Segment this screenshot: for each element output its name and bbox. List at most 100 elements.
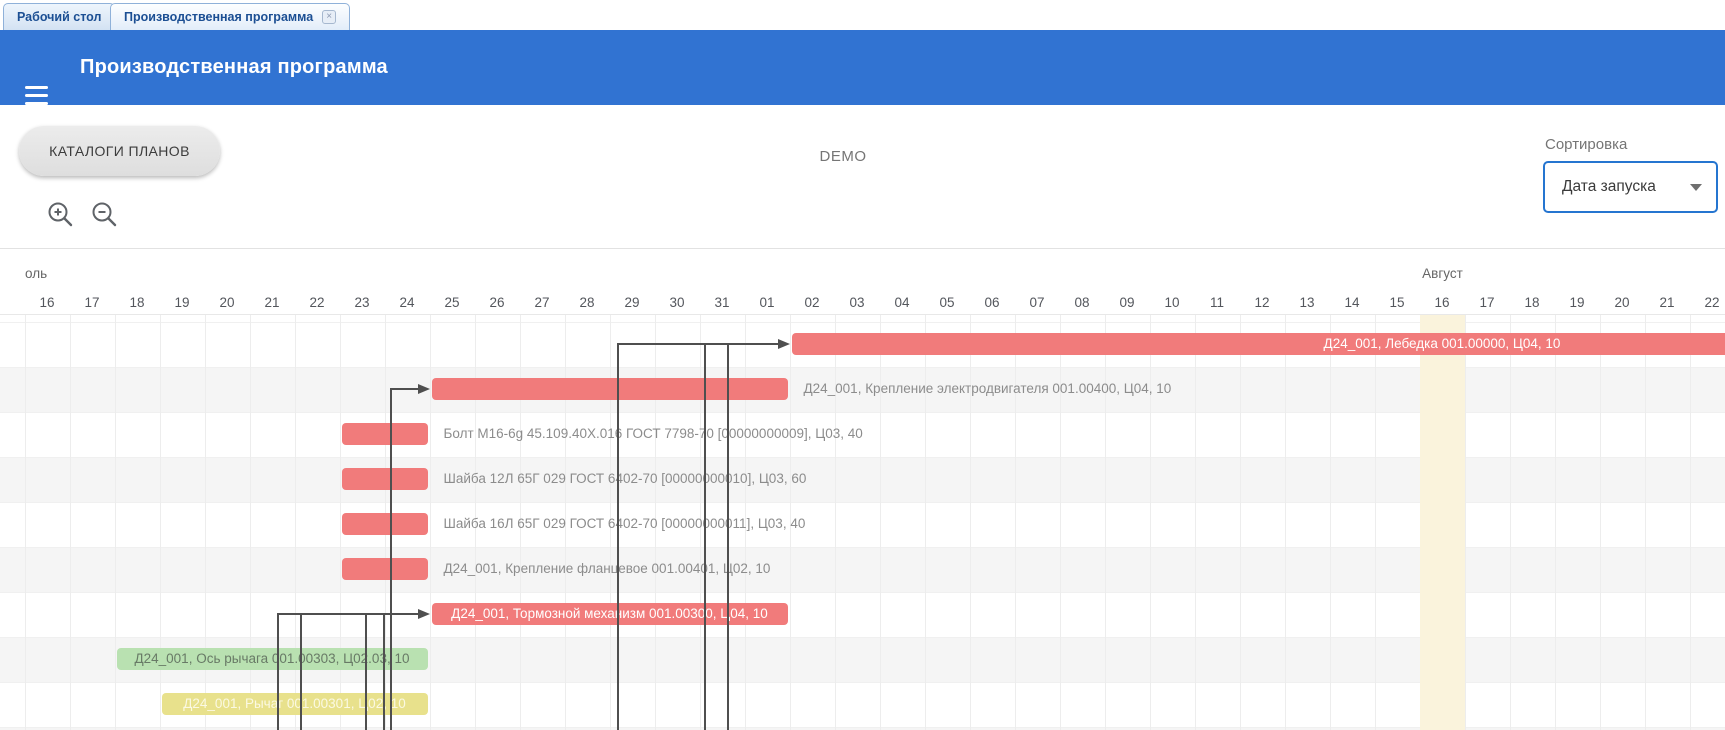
day-tick-label: 31 [714, 295, 730, 310]
tab-production-program[interactable]: Производственная программа × [110, 3, 351, 30]
day-gridline [879, 315, 881, 730]
gantt-bar[interactable]: Д24_001, Ось рычага 001.00303, Ц02.03, 1… [116, 648, 428, 670]
menu-icon[interactable] [25, 86, 48, 105]
sort-select[interactable]: Дата запуска [1543, 161, 1718, 213]
gantt-bar[interactable] [431, 378, 788, 400]
day-gridline [69, 315, 71, 730]
gantt-bar-label: Болт М16-6g 45.109.40Х.016 ГОСТ 7798-70 … [443, 426, 863, 441]
day-tick-label: 28 [579, 295, 595, 310]
toolbar-divider [0, 248, 1725, 249]
day-gridline [834, 315, 836, 730]
day-gridline [519, 315, 521, 730]
plan-catalogs-button[interactable]: КАТАЛОГИ ПЛАНОВ [19, 126, 220, 176]
day-tick-label: 19 [1569, 295, 1585, 310]
day-tick-label: 07 [1029, 295, 1045, 310]
day-gridline [1509, 315, 1511, 730]
day-gridline [1194, 315, 1196, 730]
day-tick-label: 03 [849, 295, 865, 310]
day-tick-label: 21 [1659, 295, 1675, 310]
day-gridline [744, 315, 746, 730]
gantt-bar[interactable]: Д24_001, Рычаг 001.00301, Ц02, 10 [161, 693, 428, 715]
day-tick-label: 01 [759, 295, 775, 310]
day-gridline [1104, 315, 1106, 730]
day-tick-label: 25 [444, 295, 460, 310]
gantt-bar[interactable] [341, 513, 428, 535]
gantt-row [0, 592, 1725, 637]
day-tick-label: 11 [1209, 295, 1224, 310]
chevron-down-icon [1690, 183, 1702, 191]
dependency-line-vertical [617, 343, 619, 730]
zoom-in-icon[interactable] [46, 200, 76, 230]
day-gridline [1644, 315, 1646, 730]
dependency-arrowhead [418, 384, 430, 394]
day-gridline [1329, 315, 1331, 730]
gantt-row [0, 502, 1725, 547]
tab-desktop-label: Рабочий стол [17, 10, 102, 24]
tab-desktop[interactable]: Рабочий стол [3, 3, 116, 30]
day-gridline [1149, 315, 1151, 730]
dependency-line-horizontal [277, 613, 418, 615]
tab-close-icon[interactable]: × [322, 10, 337, 24]
dependency-line-vertical [365, 613, 367, 730]
day-gridline [1599, 315, 1601, 730]
day-gridline [1689, 315, 1691, 730]
gantt-bar[interactable] [341, 558, 428, 580]
app-header: Производственная программа [0, 30, 1725, 105]
day-gridline [1059, 315, 1061, 730]
day-gridline [204, 315, 206, 730]
day-tick-label: 13 [1299, 295, 1315, 310]
day-tick-label: 10 [1164, 295, 1180, 310]
day-gridline [1239, 315, 1241, 730]
day-gridline [429, 315, 431, 730]
gantt-bar-label: Д24_001, Крепление фланцевое 001.00401, … [443, 561, 771, 576]
dependency-line-horizontal [617, 343, 778, 345]
timeline-divider [0, 314, 1725, 315]
day-tick-label: 18 [1524, 295, 1540, 310]
day-tick-label: 29 [624, 295, 640, 310]
day-tick-label: 06 [984, 295, 1000, 310]
month-label-july: оль [25, 266, 48, 281]
gantt-bar[interactable] [341, 468, 428, 490]
day-gridline [249, 315, 251, 730]
plan-title-demo: DEMO [819, 148, 867, 165]
day-gridline [114, 315, 116, 730]
day-gridline [24, 315, 26, 730]
day-tick-label: 16 [39, 295, 55, 310]
tab-strip: Рабочий стол Производственная программа … [0, 0, 1725, 30]
gantt-bar-label: Д24_001, Крепление электродвигателя 001.… [803, 381, 1172, 396]
day-tick-label: 17 [84, 295, 100, 310]
dependency-line-vertical [727, 343, 729, 730]
sort-selected-value: Дата запуска [1562, 178, 1656, 195]
day-gridline [924, 315, 926, 730]
day-gridline [699, 315, 701, 730]
gantt-bar[interactable]: Д24_001, Тормозной механизм 001.00300, Ц… [431, 603, 788, 625]
gantt-row [0, 727, 1725, 730]
day-tick-label: 15 [1389, 295, 1405, 310]
zoom-out-icon[interactable] [90, 200, 120, 230]
day-tick-label: 12 [1254, 295, 1270, 310]
dependency-arrowhead [778, 339, 790, 349]
day-tick-label: 08 [1074, 295, 1090, 310]
day-gridline [969, 315, 971, 730]
day-tick-label: 20 [1614, 295, 1630, 310]
day-gridline [294, 315, 296, 730]
day-tick-label: 24 [399, 295, 415, 310]
day-tick-label: 19 [174, 295, 190, 310]
dependency-line-vertical [300, 613, 302, 730]
day-tick-label: 05 [939, 295, 955, 310]
gantt-bar[interactable] [341, 423, 428, 445]
gantt-bar-label: Шайба 16Л 65Г 029 ГОСТ 6402-70 [00000000… [443, 516, 806, 531]
tab-production-program-label: Производственная программа [124, 10, 314, 24]
day-gridline [1284, 315, 1286, 730]
gantt-bar[interactable]: Д24_001, Лебедка 001.00000, Ц04, 10 [791, 333, 1725, 355]
month-label-august: Август [1422, 266, 1463, 281]
dependency-line-vertical [277, 613, 279, 730]
dependency-arrowhead [418, 609, 430, 619]
day-gridline [339, 315, 341, 730]
day-tick-label: 02 [804, 295, 820, 310]
dependency-line-vertical [383, 613, 385, 730]
day-tick-label: 27 [534, 295, 550, 310]
day-tick-label: 23 [354, 295, 370, 310]
day-tick-label: 21 [264, 295, 280, 310]
today-column-highlight [1419, 315, 1465, 730]
